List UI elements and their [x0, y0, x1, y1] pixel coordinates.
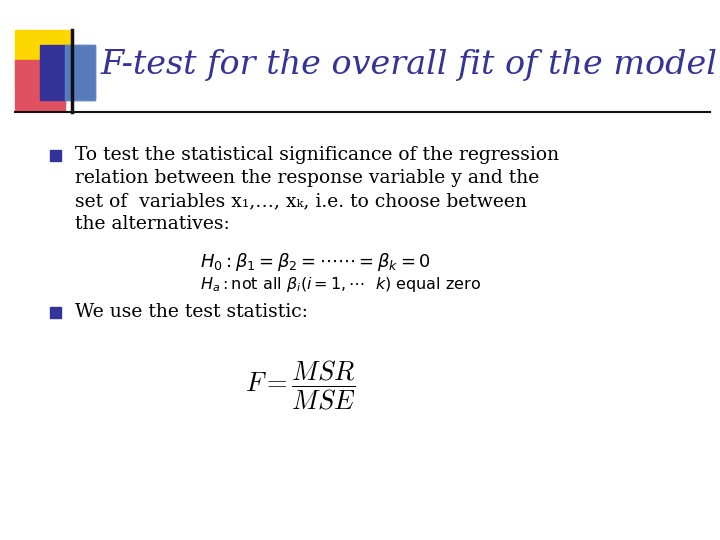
Text: set of  variables x₁,…, xₖ, i.e. to choose between: set of variables x₁,…, xₖ, i.e. to choos…	[75, 192, 527, 210]
Text: $H_a : \mathrm{not\ all}\ \beta_i(i=1,\cdots\ \ k)\ \mathrm{equal\ zero}$: $H_a : \mathrm{not\ all}\ \beta_i(i=1,\c…	[200, 275, 481, 294]
Text: To test the statistical significance of the regression: To test the statistical significance of …	[75, 146, 559, 164]
Bar	[15, 60, 65, 110]
Text: $H_0 : \beta_1 = \beta_2 = \cdots\cdots = \beta_k = 0$: $H_0 : \beta_1 = \beta_2 = \cdots\cdots …	[200, 251, 431, 273]
Text: We use the test statistic:: We use the test statistic:	[75, 303, 308, 321]
Text: F-test for the overall fit of the model: F-test for the overall fit of the model	[100, 49, 717, 81]
Bar	[40, 45, 95, 100]
Bar	[50, 150, 61, 161]
Bar	[15, 30, 70, 85]
Bar	[50, 307, 61, 318]
Bar	[65, 45, 95, 100]
Text: the alternatives:: the alternatives:	[75, 215, 230, 233]
Text: $F = \dfrac{MSR}{MSE}$: $F = \dfrac{MSR}{MSE}$	[245, 359, 356, 411]
Text: relation between the response variable y and the: relation between the response variable y…	[75, 169, 539, 187]
